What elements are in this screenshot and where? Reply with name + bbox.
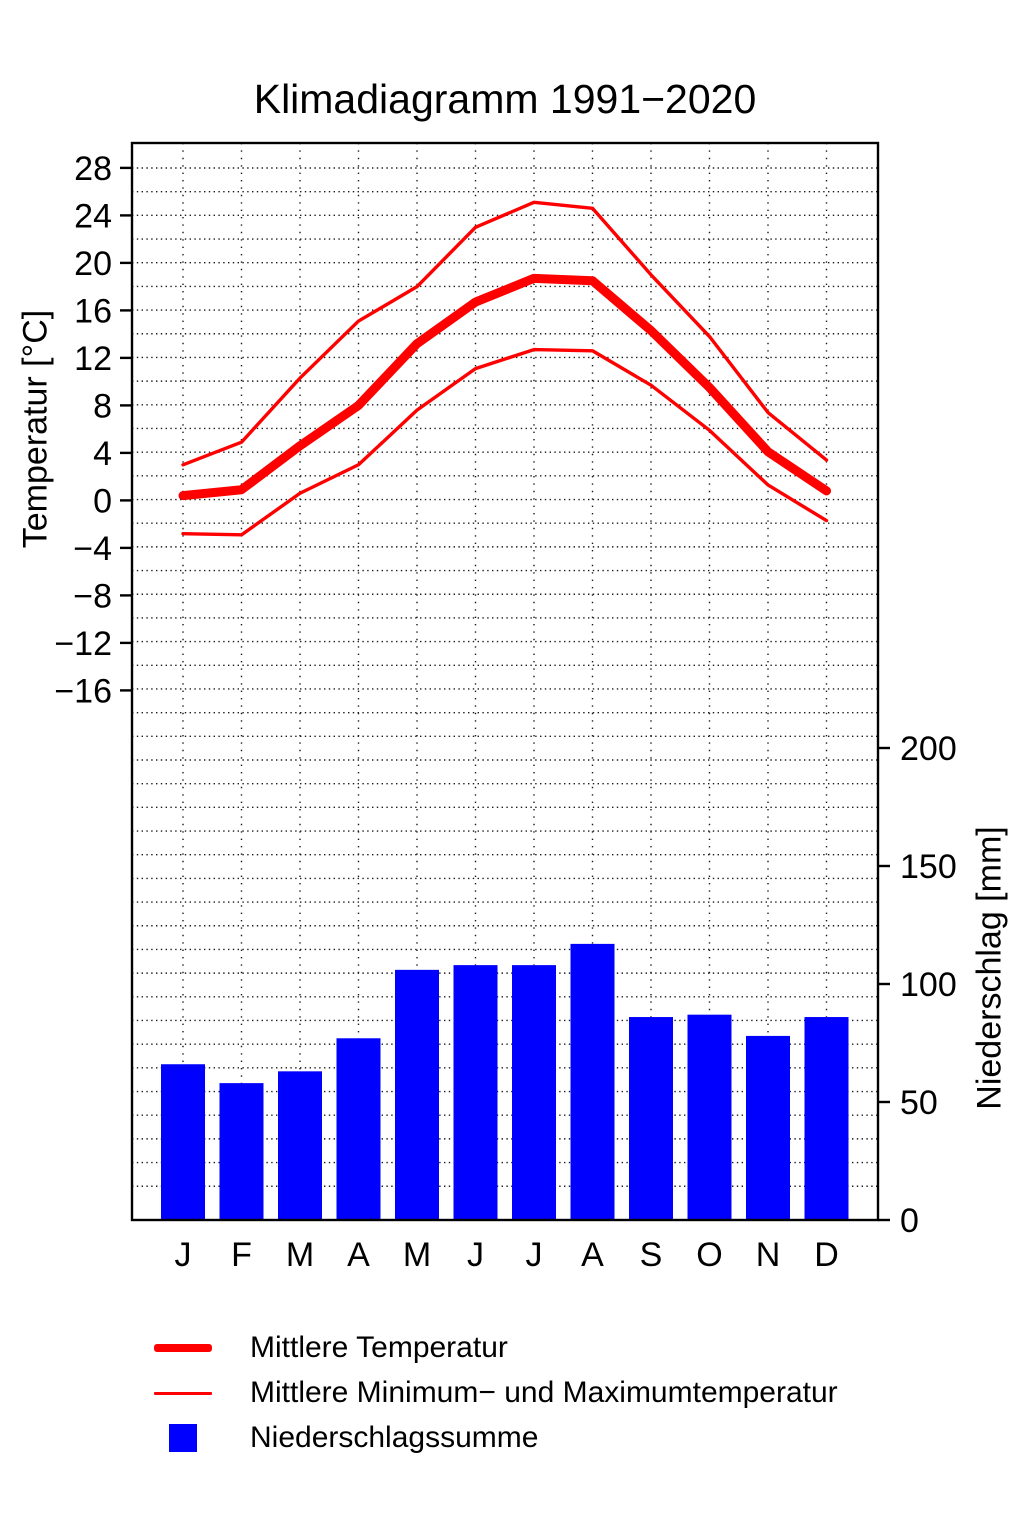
min-max-temperature-line <box>181 347 829 537</box>
month-label: M <box>286 1236 314 1274</box>
legend-label: Mittlere Temperatur <box>250 1331 508 1364</box>
temperature-tick-label: 28 <box>74 150 112 188</box>
plot-border <box>130 141 880 1222</box>
month-label: J <box>526 1236 543 1274</box>
precipitation-bar <box>219 1083 264 1220</box>
month-label: J <box>175 1236 192 1274</box>
month-label: N <box>756 1236 781 1274</box>
precipitation-tick-label: 0 <box>900 1202 919 1240</box>
month-label: A <box>347 1236 370 1274</box>
precipitation-tick-label: 150 <box>900 848 957 886</box>
month-label: D <box>814 1236 839 1274</box>
legend-label: Niederschlagssumme <box>250 1421 539 1454</box>
legend-item-precipitation: Niederschlagssumme <box>148 1416 538 1460</box>
mean-temperature-line <box>178 273 831 501</box>
precipitation-bar <box>687 1014 732 1220</box>
month-label: J <box>467 1236 484 1274</box>
temperature-tick-label: −4 <box>73 530 112 568</box>
precipitation-bar <box>512 965 556 1220</box>
temperature-tick-label: 0 <box>93 482 112 520</box>
temperature-tick-label: 20 <box>74 245 112 283</box>
precipitation-bar <box>629 1017 673 1220</box>
legend-label: Mittlere Minimum− und Maximumtemperatur <box>250 1376 838 1409</box>
precipitation-tick-label: 50 <box>900 1084 938 1122</box>
legend-item-min-max-temperature: Mittlere Minimum− und Maximumtemperatur <box>148 1371 838 1415</box>
precipitation-tick-label: 200 <box>900 730 957 768</box>
month-label: S <box>640 1236 663 1274</box>
month-label: O <box>696 1236 722 1274</box>
legend-item-mean-temperature: Mittlere Temperatur <box>148 1326 508 1370</box>
temperature-tick-label: 12 <box>74 340 112 378</box>
temperature-tick-label: −12 <box>54 625 112 663</box>
temperature-tick-label: −16 <box>54 672 112 710</box>
precipitation-bar <box>570 943 615 1220</box>
precipitation-bar <box>395 969 439 1220</box>
temperature-tick-label: 16 <box>74 292 112 330</box>
precipitation-tick-label: 100 <box>900 966 957 1004</box>
min-max-temperature-line <box>181 200 829 467</box>
precipitation-bar <box>161 1064 205 1220</box>
month-label: M <box>403 1236 431 1274</box>
precipitation-bar <box>804 1017 849 1220</box>
mean-temperature-line-swatch <box>148 1344 218 1352</box>
precipitation-bar <box>746 1035 790 1220</box>
temperature-tick-label: 8 <box>93 387 112 425</box>
month-label: F <box>231 1236 252 1274</box>
temperature-tick-label: 4 <box>93 435 112 473</box>
precipitation-bar <box>453 965 498 1220</box>
min-max-temperature-line-swatch <box>148 1391 218 1395</box>
precipitation-bar <box>336 1038 381 1220</box>
month-label: A <box>581 1236 604 1274</box>
precipitation-bar <box>278 1071 322 1220</box>
temperature-tick-label: 24 <box>74 197 112 235</box>
temperature-tick-label: −8 <box>73 577 112 615</box>
precipitation-bar-swatch <box>148 1424 218 1452</box>
chart-title: Klimadiagramm 1991−2020 <box>253 76 757 122</box>
